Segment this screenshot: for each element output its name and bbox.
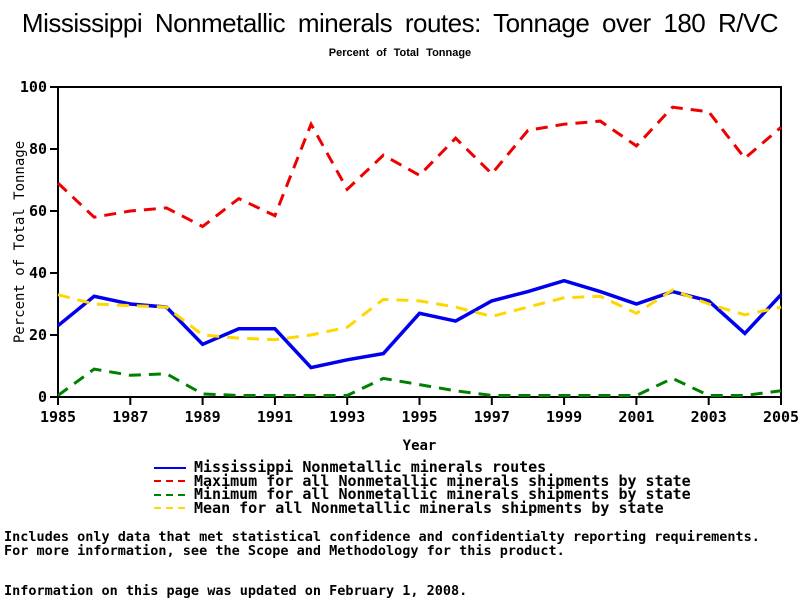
- x-tick-label: 2003: [691, 408, 727, 426]
- series-line-2: [57, 367, 782, 397]
- y-tick-label: 40: [29, 264, 47, 282]
- y-tick-label: 0: [38, 388, 47, 406]
- chart-legend: Mississippi Nonmetallic minerals routes M…: [153, 458, 691, 517]
- chart-subtitle: Percent of Total Tonnage: [328, 47, 472, 59]
- legend-swatch-line: [154, 507, 186, 510]
- x-tick-label: 1993: [329, 408, 365, 426]
- legend-swatch-line: [154, 466, 186, 469]
- x-tick-label: 1991: [257, 408, 293, 426]
- x-tick-label: 2005: [763, 408, 799, 426]
- footnote-line: Includes only data that met statistical …: [4, 529, 760, 545]
- legend-swatch-line: [154, 480, 186, 483]
- x-tick-label: 1999: [546, 408, 582, 426]
- series-line-3: [57, 288, 782, 342]
- legend-row: Mississippi Nonmetallic minerals routes: [153, 458, 691, 476]
- legend-label: Minimum for all Nonmetallic minerals shi…: [194, 485, 691, 503]
- x-tick-label: 1989: [185, 408, 221, 426]
- y-tick-label: 100: [20, 78, 47, 96]
- x-tick-label: 1995: [401, 408, 437, 426]
- updated-note: Information on this page was updated on …: [4, 583, 468, 599]
- x-tick-label: 2001: [618, 408, 654, 426]
- legend-row: Mean for all Nonmetallic minerals shipme…: [153, 498, 691, 517]
- legend-label: Maximum for all Nonmetallic minerals shi…: [194, 471, 691, 490]
- x-axis-title: Year: [403, 438, 437, 454]
- chart-footnotes: Includes only data that met statistical …: [4, 530, 796, 558]
- y-axis-title: Percent of Total Tonnage: [12, 141, 28, 343]
- x-tick-label: 1987: [112, 408, 148, 426]
- line-chart-canvas: 0 20 40 60 80 100 1985 1987 1989 1991 1993 1995 1997…: [12, 78, 799, 454]
- plot-frame: [57, 86, 782, 398]
- y-tick-label: 20: [29, 326, 47, 344]
- legend-label: Mississippi Nonmetallic minerals routes: [194, 458, 547, 476]
- legend-row: Maximum for all Nonmetallic minerals shi…: [153, 471, 691, 490]
- y-tick-label: 60: [29, 202, 47, 220]
- x-tick-label: 1985: [40, 408, 76, 426]
- footnote-line: For more information, see the Scope and …: [4, 543, 565, 559]
- legend-row: Minimum for all Nonmetallic minerals shi…: [153, 485, 691, 503]
- legend-swatch-line: [154, 493, 186, 496]
- series-line-1: [56, 105, 782, 229]
- legend-label: Mean for all Nonmetallic minerals shipme…: [194, 498, 664, 517]
- y-tick-label: 80: [29, 140, 47, 158]
- series-line-0: [56, 278, 783, 370]
- chart-title: Mississippi Nonmetallic minerals routes:…: [21, 8, 779, 38]
- x-tick-label: 1997: [474, 408, 510, 426]
